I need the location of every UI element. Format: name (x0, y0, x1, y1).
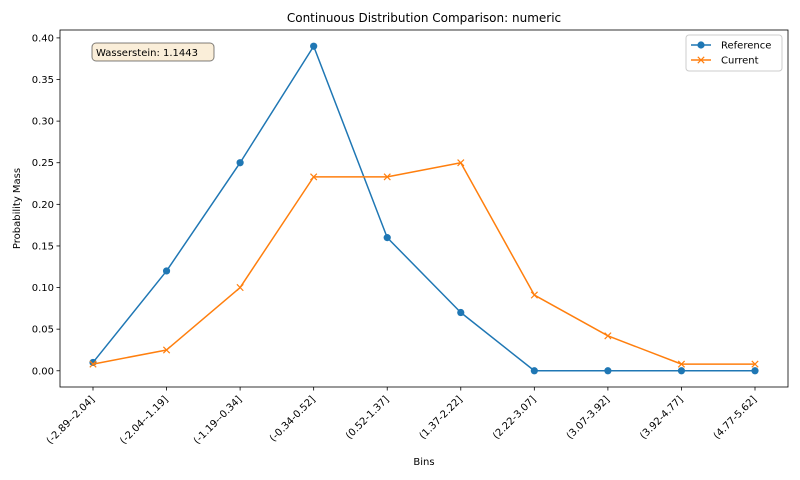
y-tick-label: 0.20 (32, 200, 54, 211)
data-point (236, 159, 244, 167)
data-point (162, 267, 171, 275)
annotation-box (91, 42, 215, 62)
data-point (530, 291, 538, 299)
legend-item-current: Current (691, 56, 759, 67)
chart-title: Continuous Distribution Comparison: nume… (287, 11, 561, 25)
series-line (92, 161, 755, 365)
data-point (162, 346, 171, 354)
data-point (310, 42, 318, 50)
data-point (677, 360, 686, 368)
legend-box (685, 34, 783, 72)
wasserstein-annotation: Wasserstein: 1.1443 (91, 42, 215, 62)
data-point (236, 283, 244, 292)
data-point (751, 360, 759, 368)
y-tick-label: 0.40 (32, 33, 54, 44)
data-point (677, 367, 686, 375)
y-axis-label: Probability Mass (12, 168, 23, 249)
y-tick-label: 0.10 (32, 283, 54, 294)
data-point (383, 173, 391, 181)
y-tick-label: 0.05 (32, 325, 54, 336)
legend: Reference Current (685, 34, 783, 72)
data-point (751, 367, 759, 375)
series-current (89, 159, 759, 368)
data-point (604, 367, 612, 375)
data-point (383, 234, 391, 242)
y-tick-label: 0.15 (32, 241, 54, 252)
legend-label: Current (721, 56, 759, 67)
y-tick-label: 0.00 (32, 366, 54, 377)
series-layer (89, 42, 759, 375)
series-reference (89, 42, 759, 375)
y-tick-label: 0.25 (32, 158, 54, 169)
data-point (89, 358, 97, 367)
legend-marker (697, 41, 705, 49)
data-point (310, 173, 318, 181)
y-tick-label: 0.35 (32, 75, 54, 86)
plot-frame (59, 29, 789, 388)
x-axis-label: Bins (413, 457, 434, 468)
plot-area (60, 30, 788, 387)
legend-item-reference: Reference (691, 41, 771, 52)
data-point (604, 332, 612, 340)
data-point (89, 360, 97, 368)
data-point (457, 308, 465, 317)
y-axis: 0.00 0.05 0.10 0.15 0.20 0.25 0.30 0.35 0.40 (32, 33, 60, 377)
data-point (530, 367, 538, 375)
legend-label: Reference (721, 41, 771, 52)
legend-marker (697, 56, 705, 64)
data-point (457, 159, 465, 167)
series-line (92, 45, 755, 372)
y-tick-label: 0.30 (32, 117, 54, 128)
annotation-text: Wasserstein: 1.1443 (96, 48, 198, 59)
